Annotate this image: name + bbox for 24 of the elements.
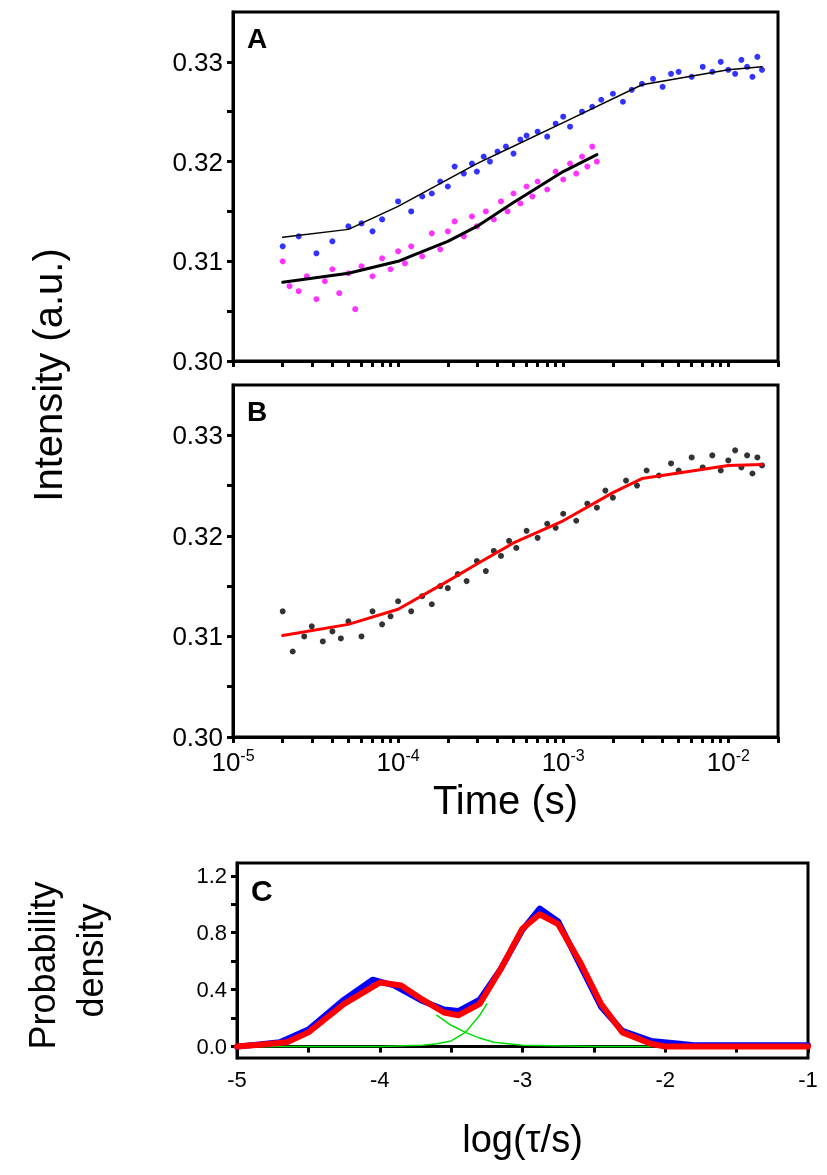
y-tick-label: 0.33 [172, 46, 223, 77]
y-tick-label: 0.32 [172, 146, 223, 177]
y-tick-label: 0.32 [172, 520, 223, 551]
x-tick-label: -4 [369, 1066, 390, 1092]
annotation: C [251, 873, 273, 907]
x-axis-title: Time (s) [432, 777, 579, 822]
y-tick-label: 0.0 [196, 1034, 227, 1060]
y-tick-label: 0.30 [172, 722, 223, 752]
y-tick-label: 0.31 [172, 621, 223, 652]
y-axis-title: Probability density [21, 871, 111, 1050]
annotation: B [247, 395, 268, 427]
x-tick-label: -5 [227, 1066, 247, 1092]
x-tick-label: -2 [655, 1066, 676, 1092]
y-tick-label: 0.31 [172, 246, 223, 277]
y-axis-title: Intensity (a.u.) [25, 248, 71, 502]
y-tick-label: 0.33 [172, 420, 223, 451]
y-tick-label: 0.8 [196, 920, 227, 946]
x-axis-title: log(τ/s) [462, 1118, 583, 1160]
y-tick-label: 0.30 [172, 346, 223, 376]
y-tick-label: 1.2 [196, 863, 227, 889]
y-tick-label: 0.4 [196, 977, 227, 1003]
annotation: A [247, 22, 268, 54]
x-tick-label: -3 [512, 1066, 533, 1092]
x-tick-label: -1 [798, 1066, 818, 1092]
